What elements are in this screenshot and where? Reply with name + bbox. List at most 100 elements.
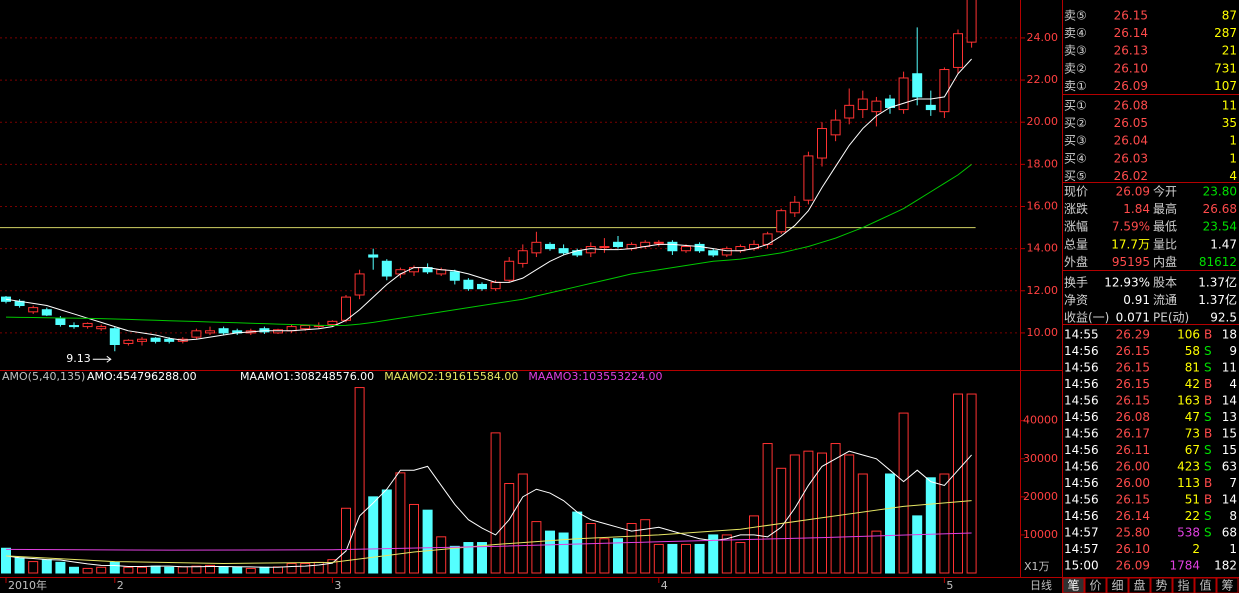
candle-body — [327, 320, 338, 325]
y-tick-label: 20.00 — [1027, 115, 1059, 128]
trade-time: 14:56 — [1064, 410, 1099, 424]
tab[interactable] — [1106, 577, 1129, 593]
volume-bar — [232, 566, 243, 574]
volume-bar — [613, 538, 623, 574]
tab[interactable] — [1172, 577, 1195, 593]
volume-bar — [123, 566, 134, 574]
volume-bar — [354, 387, 365, 574]
quote-label: 股本 — [1153, 276, 1177, 290]
candle-body — [708, 250, 719, 256]
y-tick-label: 40000 — [1023, 414, 1058, 427]
trade-side: B — [1204, 476, 1212, 490]
tab-label[interactable]: 指 — [1177, 578, 1189, 593]
book-price: 26.13 — [1114, 44, 1148, 58]
candle-body — [109, 328, 120, 346]
quote-value: 95195 — [1112, 255, 1150, 269]
candle-body — [517, 250, 528, 264]
volume-bar — [96, 566, 107, 574]
quote-label: 现价 — [1064, 185, 1088, 199]
book-volume: 21 — [1222, 44, 1237, 58]
volume-bar — [681, 543, 691, 574]
quote-value: 81612 — [1199, 255, 1237, 269]
candle-body — [41, 309, 52, 316]
trade-price: 26.15 — [1116, 493, 1150, 507]
tab-label[interactable]: 筹 — [1221, 579, 1233, 593]
trade-volume: 42 — [1185, 377, 1200, 391]
candle-body — [490, 281, 501, 290]
trade-price: 26.29 — [1116, 328, 1150, 342]
volume-bar — [422, 509, 433, 574]
candle-body — [368, 254, 379, 258]
candle-body — [55, 317, 66, 325]
trade-side: B — [1204, 377, 1212, 391]
trade-volume: 47 — [1185, 410, 1200, 424]
volume-bar — [803, 450, 814, 574]
candle-body — [789, 201, 800, 214]
tab[interactable] — [1150, 577, 1173, 593]
x-tick-label: 4 — [661, 579, 668, 592]
volume-bar — [177, 566, 188, 574]
trade-volume: 22 — [1185, 509, 1200, 523]
volume-bar — [749, 515, 759, 574]
legend-entry: MAAMO1:308248576.00 — [240, 370, 374, 383]
quote-value: 1.47 — [1210, 237, 1237, 251]
candle-body — [123, 339, 134, 344]
trade-count: 18 — [1222, 328, 1237, 342]
x-tick-label: 5 — [946, 579, 953, 592]
quote-value: 7.59% — [1112, 220, 1150, 234]
tab-label[interactable]: 细 — [1111, 579, 1123, 593]
trade-volume: 67 — [1185, 443, 1200, 457]
candle-body — [504, 260, 515, 281]
trade-count: 1 — [1229, 542, 1237, 556]
tab[interactable] — [1062, 577, 1085, 593]
volume-bar — [789, 454, 800, 574]
book-price: 26.04 — [1114, 134, 1148, 148]
quote-label: 最低 — [1153, 220, 1177, 234]
quote-label: 总量 — [1064, 237, 1088, 251]
volume-bar — [667, 543, 678, 574]
volume-bar — [286, 562, 297, 574]
volume-bar — [830, 443, 841, 574]
volume-bar — [640, 519, 651, 574]
tab-label[interactable]: 势 — [1155, 579, 1167, 593]
trade-volume: 73 — [1185, 427, 1200, 441]
trade-time: 14:56 — [1064, 394, 1099, 408]
tab[interactable] — [1194, 577, 1217, 593]
candle-body — [354, 273, 365, 296]
candle-body — [69, 325, 79, 328]
trade-price: 26.10 — [1116, 542, 1150, 556]
x-tick-label: 2 — [117, 579, 124, 592]
candle-body — [912, 73, 923, 98]
volume-bar — [205, 564, 215, 574]
tab-label[interactable]: 盘 — [1133, 578, 1145, 593]
tab-label[interactable]: 笔 — [1067, 578, 1079, 593]
volume-bar — [912, 515, 923, 574]
tab-label[interactable]: 值 — [1199, 578, 1211, 593]
tab[interactable] — [1084, 577, 1107, 593]
quote-label: 换手 — [1064, 276, 1088, 290]
volume-bar — [871, 530, 882, 574]
tab[interactable] — [1216, 577, 1239, 593]
tab[interactable] — [1128, 577, 1151, 593]
tab-label[interactable]: 价 — [1089, 579, 1101, 593]
quote-label: 量比 — [1153, 237, 1177, 251]
volume-legend: AMO:454796288.00 — [87, 370, 197, 383]
trade-volume: 163 — [1177, 394, 1200, 408]
ma-line — [5, 163, 972, 327]
book-volume: 35 — [1222, 116, 1237, 130]
book-volume: 1 — [1229, 151, 1237, 165]
y-tick-label: 18.00 — [1027, 157, 1059, 170]
volume-bar — [1, 547, 11, 574]
trade-side: S — [1204, 361, 1212, 375]
candle-body — [857, 98, 868, 111]
volume-bar — [28, 561, 39, 574]
book-label: 卖③ — [1064, 44, 1087, 58]
book-label: 卖④ — [1064, 26, 1087, 40]
book-volume: 1 — [1229, 134, 1237, 148]
volume-bar — [341, 507, 351, 574]
book-volume: 107 — [1214, 79, 1237, 93]
trade-price: 26.00 — [1116, 476, 1150, 490]
trade-time: 14:57 — [1064, 542, 1099, 556]
book-label: 卖② — [1064, 61, 1087, 75]
quote-value: 1.84 — [1123, 202, 1150, 216]
